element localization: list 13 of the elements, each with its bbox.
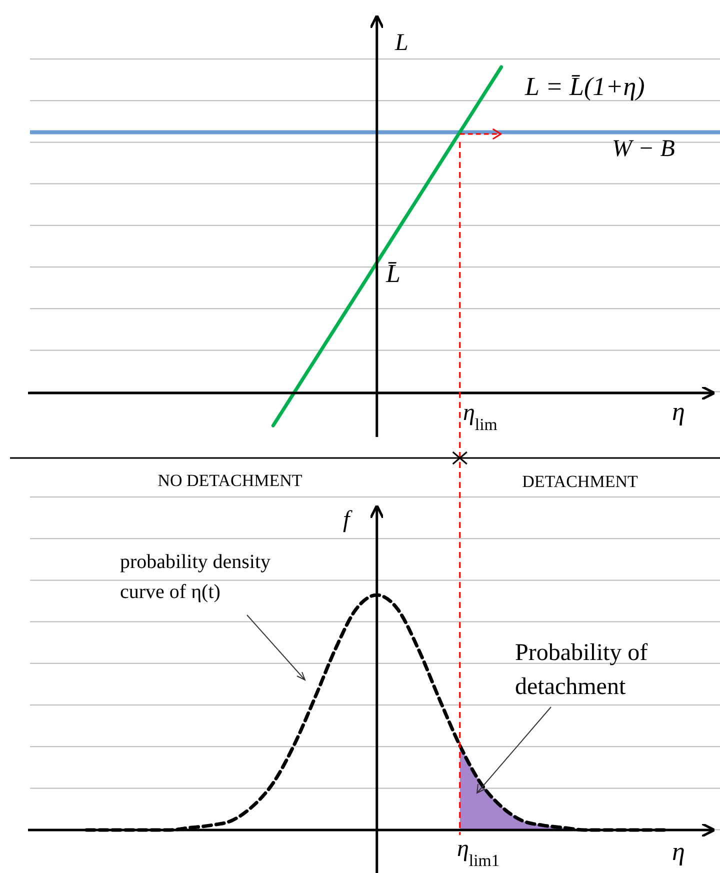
annotation: η$_{lim}$: [463, 400, 498, 434]
x-axis-title: η: [672, 837, 685, 866]
series-label: L = L̄(1+η): [524, 72, 645, 101]
annotation: Probability of detachment: [515, 640, 648, 700]
text: NO DETACHMENT: [158, 471, 303, 490]
annotation: probability density curve of η(t): [120, 551, 271, 603]
text: DETACHMENT: [522, 472, 638, 491]
y-axis-title: f: [343, 507, 353, 533]
text: η$_{lim1}$: [457, 836, 500, 870]
x-axis-title: η: [672, 397, 685, 426]
annotation: L̄: [385, 259, 400, 288]
y-axis-title: L: [394, 30, 408, 56]
ref-line-label: W − B: [612, 136, 676, 162]
